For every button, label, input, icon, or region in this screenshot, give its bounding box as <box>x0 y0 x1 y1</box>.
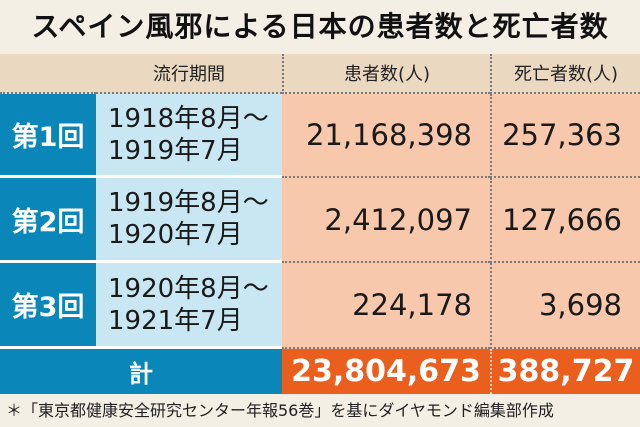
deaths-cell: 257,363 <box>490 94 640 178</box>
total-patients: 23,804,673 <box>282 349 490 394</box>
period-end: 1919年7月 <box>108 135 243 166</box>
header-deaths: 死亡者数(人) <box>490 54 640 94</box>
source-note: ＊「東京都健康安全研究センター年報56巻」を基にダイヤモンド編集部作成 <box>6 401 554 420</box>
data-table: 流行期間 患者数(人) 死亡者数(人) 第1回 1918年8月～ 1919年7月… <box>0 54 640 394</box>
page-title: スペイン風邪による日本の患者数と死亡者数 <box>31 10 609 43</box>
total-deaths: 388,727 <box>490 349 640 394</box>
period-end: 1921年7月 <box>108 305 243 336</box>
period-end: 1920年7月 <box>108 220 243 250</box>
header-patients: 患者数(人) <box>282 54 490 94</box>
period-start: 1918年8月～ <box>108 103 269 134</box>
period-cell: 1918年8月～ 1919年7月 <box>96 94 282 178</box>
patients-cell: 224,178 <box>282 263 490 349</box>
patients-cell: 21,168,398 <box>282 94 490 178</box>
row-label: 第3回 <box>0 263 96 349</box>
patients-cell: 2,412,097 <box>282 178 490 263</box>
header-spacer <box>0 54 96 94</box>
period-cell: 1919年8月～ 1920年7月 <box>96 178 282 263</box>
period-start: 1919年8月～ <box>108 188 269 218</box>
deaths-cell: 3,698 <box>490 263 640 349</box>
period-cell: 1920年8月～ 1921年7月 <box>96 263 282 349</box>
row-label: 第1回 <box>0 94 96 178</box>
header-period: 流行期間 <box>96 54 282 94</box>
row-label: 第2回 <box>0 178 96 263</box>
deaths-cell: 127,666 <box>490 178 640 263</box>
period-start: 1920年8月～ <box>108 273 269 304</box>
total-label: 計 <box>0 349 282 394</box>
